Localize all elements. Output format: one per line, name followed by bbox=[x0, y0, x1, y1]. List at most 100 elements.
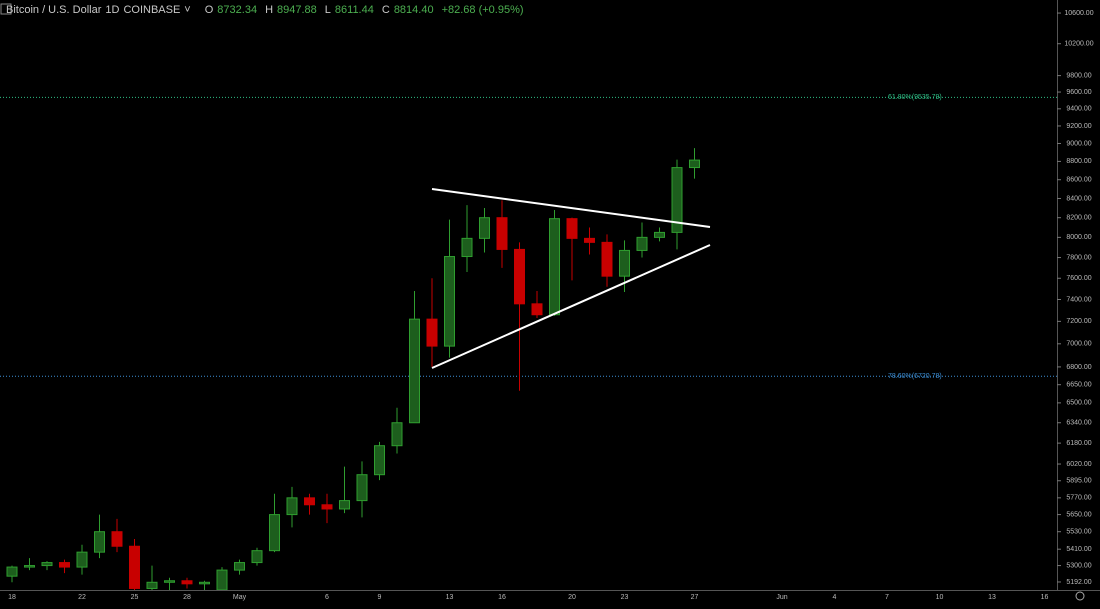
y-tick-label: 9000.00 bbox=[1066, 140, 1091, 147]
candle-body bbox=[24, 565, 35, 568]
y-tick-label: 10600.00 bbox=[1064, 10, 1093, 17]
candle-body bbox=[304, 497, 315, 506]
change: +82.68 (+0.95%) bbox=[441, 4, 524, 16]
candle-body bbox=[409, 318, 420, 424]
price-axis-bg bbox=[1057, 0, 1100, 604]
ohlc-value: 8814.40 bbox=[393, 4, 434, 16]
interval: 1D bbox=[105, 4, 120, 16]
x-tick-label: 22 bbox=[78, 594, 86, 601]
y-tick-label: 7800.00 bbox=[1066, 254, 1091, 261]
y-tick-label: 5300.00 bbox=[1066, 562, 1091, 569]
y-tick-label: 10200.00 bbox=[1064, 41, 1093, 48]
ohlc-value: 8732.34 bbox=[217, 4, 258, 16]
y-tick-label: 9600.00 bbox=[1066, 89, 1091, 96]
x-tick-label: 4 bbox=[833, 594, 837, 601]
candle-body bbox=[549, 218, 560, 316]
y-tick-label: 9200.00 bbox=[1066, 123, 1091, 130]
y-tick-label: 5530.00 bbox=[1066, 529, 1091, 536]
y-tick-label: 5410.00 bbox=[1066, 546, 1091, 553]
candle-body bbox=[181, 580, 193, 585]
candle-body bbox=[426, 318, 438, 347]
candle-body bbox=[654, 231, 665, 238]
y-tick-label: 5895.00 bbox=[1066, 478, 1091, 485]
x-tick-label: 10 bbox=[936, 594, 944, 601]
y-tick-label: 7200.00 bbox=[1066, 318, 1091, 325]
candle-body bbox=[514, 248, 525, 305]
y-tick-label: 5770.00 bbox=[1066, 495, 1091, 502]
candle-body bbox=[689, 159, 700, 169]
y-tick-label: 8000.00 bbox=[1066, 234, 1091, 241]
candle-body bbox=[619, 249, 630, 277]
candle-body bbox=[111, 531, 123, 547]
ohlc-value: 8611.44 bbox=[334, 4, 374, 16]
y-tick-label: 8200.00 bbox=[1066, 215, 1091, 222]
symbol: Bitcoin / U.S. Dollar bbox=[6, 4, 102, 16]
candle-body bbox=[164, 580, 175, 583]
candle-body bbox=[374, 445, 385, 476]
candle-body bbox=[251, 550, 263, 564]
y-tick-label: 6340.00 bbox=[1066, 420, 1091, 427]
y-tick-label: 5650.00 bbox=[1066, 511, 1091, 518]
candle-body bbox=[269, 514, 280, 552]
y-tick-label: 7000.00 bbox=[1066, 341, 1091, 348]
y-tick-label: 5192.00 bbox=[1066, 579, 1091, 586]
candle-body bbox=[636, 236, 648, 251]
x-tick-label: Jun bbox=[776, 594, 787, 601]
x-tick-label: 23 bbox=[621, 594, 629, 601]
candle-body bbox=[76, 551, 88, 568]
y-tick-label: 6500.00 bbox=[1066, 400, 1091, 407]
candle-body bbox=[199, 581, 210, 585]
y-tick-label: 8800.00 bbox=[1066, 158, 1091, 165]
candle-body bbox=[391, 422, 403, 447]
dropdown[interactable]: ˅ bbox=[184, 4, 191, 16]
y-tick-label: 6800.00 bbox=[1066, 364, 1091, 371]
y-tick-label: 6180.00 bbox=[1066, 440, 1091, 447]
candle-body bbox=[234, 562, 245, 571]
ohlc-label: L bbox=[324, 4, 331, 16]
x-tick-label: 27 bbox=[691, 594, 699, 601]
candle-body bbox=[444, 256, 455, 347]
candle-body bbox=[129, 545, 140, 589]
ohlc-value: 8947.88 bbox=[277, 4, 317, 16]
x-tick-label: 7 bbox=[885, 594, 889, 601]
trend-line-lower bbox=[431, 244, 711, 369]
x-tick-label: 6 bbox=[325, 594, 329, 601]
y-tick-label: 9800.00 bbox=[1066, 72, 1091, 79]
settings-icon[interactable] bbox=[1075, 591, 1085, 601]
x-tick-label: 16 bbox=[1041, 594, 1049, 601]
candle-body bbox=[566, 218, 578, 239]
y-tick-label: 9400.00 bbox=[1066, 106, 1091, 113]
candle-body bbox=[461, 237, 473, 258]
candle-body bbox=[671, 167, 683, 233]
fib-label: 78.60%(6720.78) bbox=[888, 373, 942, 380]
candle-body bbox=[321, 504, 333, 510]
candle-body bbox=[146, 581, 158, 589]
x-tick-label: 20 bbox=[568, 594, 576, 601]
candle-body bbox=[6, 566, 18, 577]
y-tick-label: 6650.00 bbox=[1066, 382, 1091, 389]
ohlc-label: H bbox=[265, 4, 274, 16]
x-tick-label: 9 bbox=[378, 594, 382, 601]
trend-line-upper bbox=[431, 188, 711, 228]
x-tick-label: 18 bbox=[8, 594, 16, 601]
candle-body bbox=[59, 562, 70, 568]
menu-icon[interactable] bbox=[0, 3, 12, 15]
x-tick-label: 13 bbox=[988, 594, 996, 601]
x-tick-label: May bbox=[233, 594, 247, 601]
x-tick-label: 25 bbox=[131, 594, 139, 601]
candle-body bbox=[584, 237, 595, 243]
symbol-header: Bitcoin / U.S. Dollar 1D COINBASE ˅ O 873… bbox=[6, 4, 524, 16]
candle-body bbox=[496, 217, 508, 250]
x-tick-label: 13 bbox=[446, 594, 454, 601]
candle-body bbox=[479, 217, 490, 239]
fib-label: 61.80%(9535.79) bbox=[888, 94, 942, 101]
ohlc-label: C bbox=[381, 4, 390, 16]
candle-body bbox=[339, 500, 350, 510]
y-tick-label: 8400.00 bbox=[1066, 195, 1091, 202]
candle-body bbox=[94, 531, 105, 553]
candle-body bbox=[356, 474, 368, 502]
ohlc-label: O bbox=[204, 4, 214, 16]
y-tick-label: 7400.00 bbox=[1066, 296, 1091, 303]
